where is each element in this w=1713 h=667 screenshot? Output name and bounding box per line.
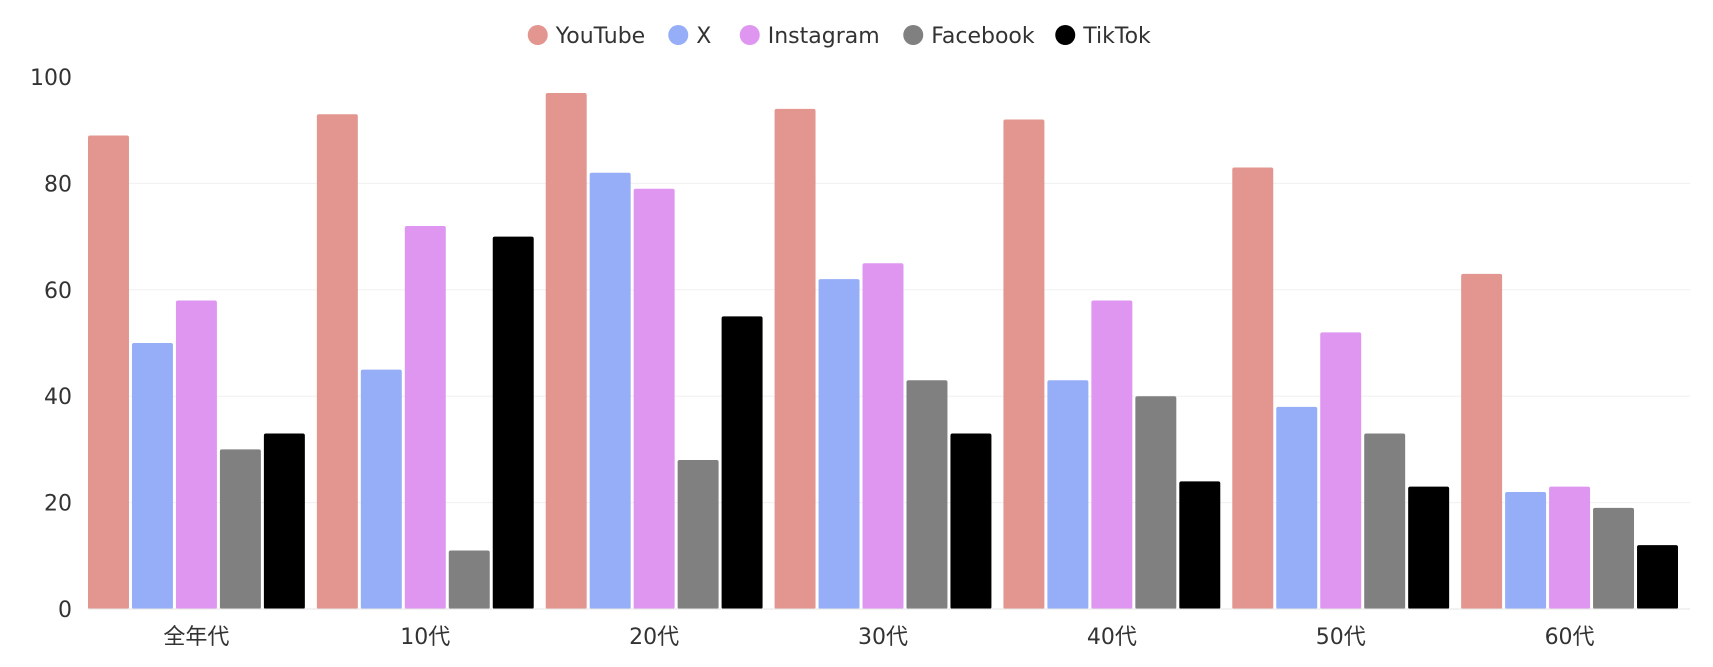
legend-marker: [739, 25, 760, 45]
y-tick-label: 20: [44, 492, 72, 517]
bar-tiktok-5[interactable]: [1408, 486, 1450, 609]
x-tick-label: 10代: [400, 625, 450, 650]
legend-item-facebook[interactable]: Facebook: [903, 24, 1035, 49]
y-tick-label: 40: [44, 385, 72, 410]
bar-youtube-2[interactable]: [545, 92, 587, 609]
bar-instagram-0[interactable]: [175, 300, 217, 609]
y-tick-label: 100: [30, 66, 72, 91]
x-tick-label: 20代: [629, 625, 679, 650]
y-tick-label: 0: [58, 598, 72, 623]
bar-facebook-4[interactable]: [1135, 396, 1177, 609]
bar-x-5[interactable]: [1276, 406, 1318, 609]
legend-label: Instagram: [768, 24, 880, 49]
x-tick-label: 60代: [1545, 625, 1595, 650]
bar-youtube-6[interactable]: [1461, 273, 1503, 609]
bar-x-0[interactable]: [131, 343, 173, 609]
legend-item-x[interactable]: X: [668, 24, 711, 49]
legend-marker: [527, 25, 548, 45]
bar-youtube-1[interactable]: [316, 114, 358, 610]
axes: 0 20 40 60 80 100 全年代 10代 20代 30代 40代 50代 60代: [30, 66, 1690, 650]
legend-item-tiktok[interactable]: TikTok: [1055, 24, 1151, 49]
bar-instagram-3[interactable]: [862, 263, 904, 609]
bar-youtube-0[interactable]: [88, 135, 129, 609]
bar-youtube-3[interactable]: [774, 108, 816, 610]
bar-facebook-6[interactable]: [1593, 507, 1635, 609]
bar-facebook-3[interactable]: [906, 380, 948, 609]
bar-tiktok-2[interactable]: [721, 316, 763, 609]
bar-instagram-5[interactable]: [1320, 332, 1362, 609]
bar-youtube-4[interactable]: [1003, 119, 1045, 609]
bar-instagram-1[interactable]: [404, 225, 446, 609]
bar-facebook-2[interactable]: [677, 460, 719, 609]
legend-label: Facebook: [931, 24, 1035, 49]
bar-x-2[interactable]: [589, 172, 631, 609]
x-tick-label: 30代: [858, 625, 908, 650]
x-tick-label: 40代: [1087, 625, 1137, 650]
legend[interactable]: YouTube X Instagram Facebook TikTok: [527, 24, 1151, 49]
bar-x-1[interactable]: [360, 369, 402, 609]
legend-item-youtube[interactable]: YouTube: [527, 24, 645, 49]
legend-item-instagram[interactable]: Instagram: [739, 24, 880, 49]
bar-facebook-1[interactable]: [448, 550, 490, 609]
bar-instagram-2[interactable]: [633, 188, 675, 609]
bar-tiktok-1[interactable]: [492, 236, 534, 609]
bar-x-6[interactable]: [1505, 491, 1547, 609]
bar-instagram-6[interactable]: [1549, 486, 1591, 609]
x-tick-label: 50代: [1316, 625, 1366, 650]
bar-x-4[interactable]: [1047, 380, 1089, 609]
legend-label: TikTok: [1082, 24, 1151, 49]
legend-label: YouTube: [555, 24, 645, 49]
y-tick-label: 80: [44, 172, 72, 197]
bar-facebook-5[interactable]: [1364, 433, 1406, 609]
y-tick-label: 60: [44, 279, 72, 304]
bar-x-3[interactable]: [818, 279, 860, 609]
bar-tiktok-6[interactable]: [1637, 545, 1678, 609]
bar-youtube-5[interactable]: [1232, 167, 1274, 609]
bar-facebook-0[interactable]: [219, 449, 261, 609]
bar-instagram-4[interactable]: [1091, 300, 1133, 609]
bar-tiktok-3[interactable]: [950, 433, 992, 609]
legend-marker: [668, 25, 689, 45]
bar-tiktok-4[interactable]: [1179, 481, 1221, 609]
bars: [88, 92, 1678, 610]
legend-marker: [1055, 25, 1076, 45]
bar-tiktok-0[interactable]: [263, 433, 305, 609]
legend-marker: [903, 25, 924, 45]
legend-label: X: [696, 24, 711, 49]
x-tick-label: 全年代: [163, 625, 229, 650]
